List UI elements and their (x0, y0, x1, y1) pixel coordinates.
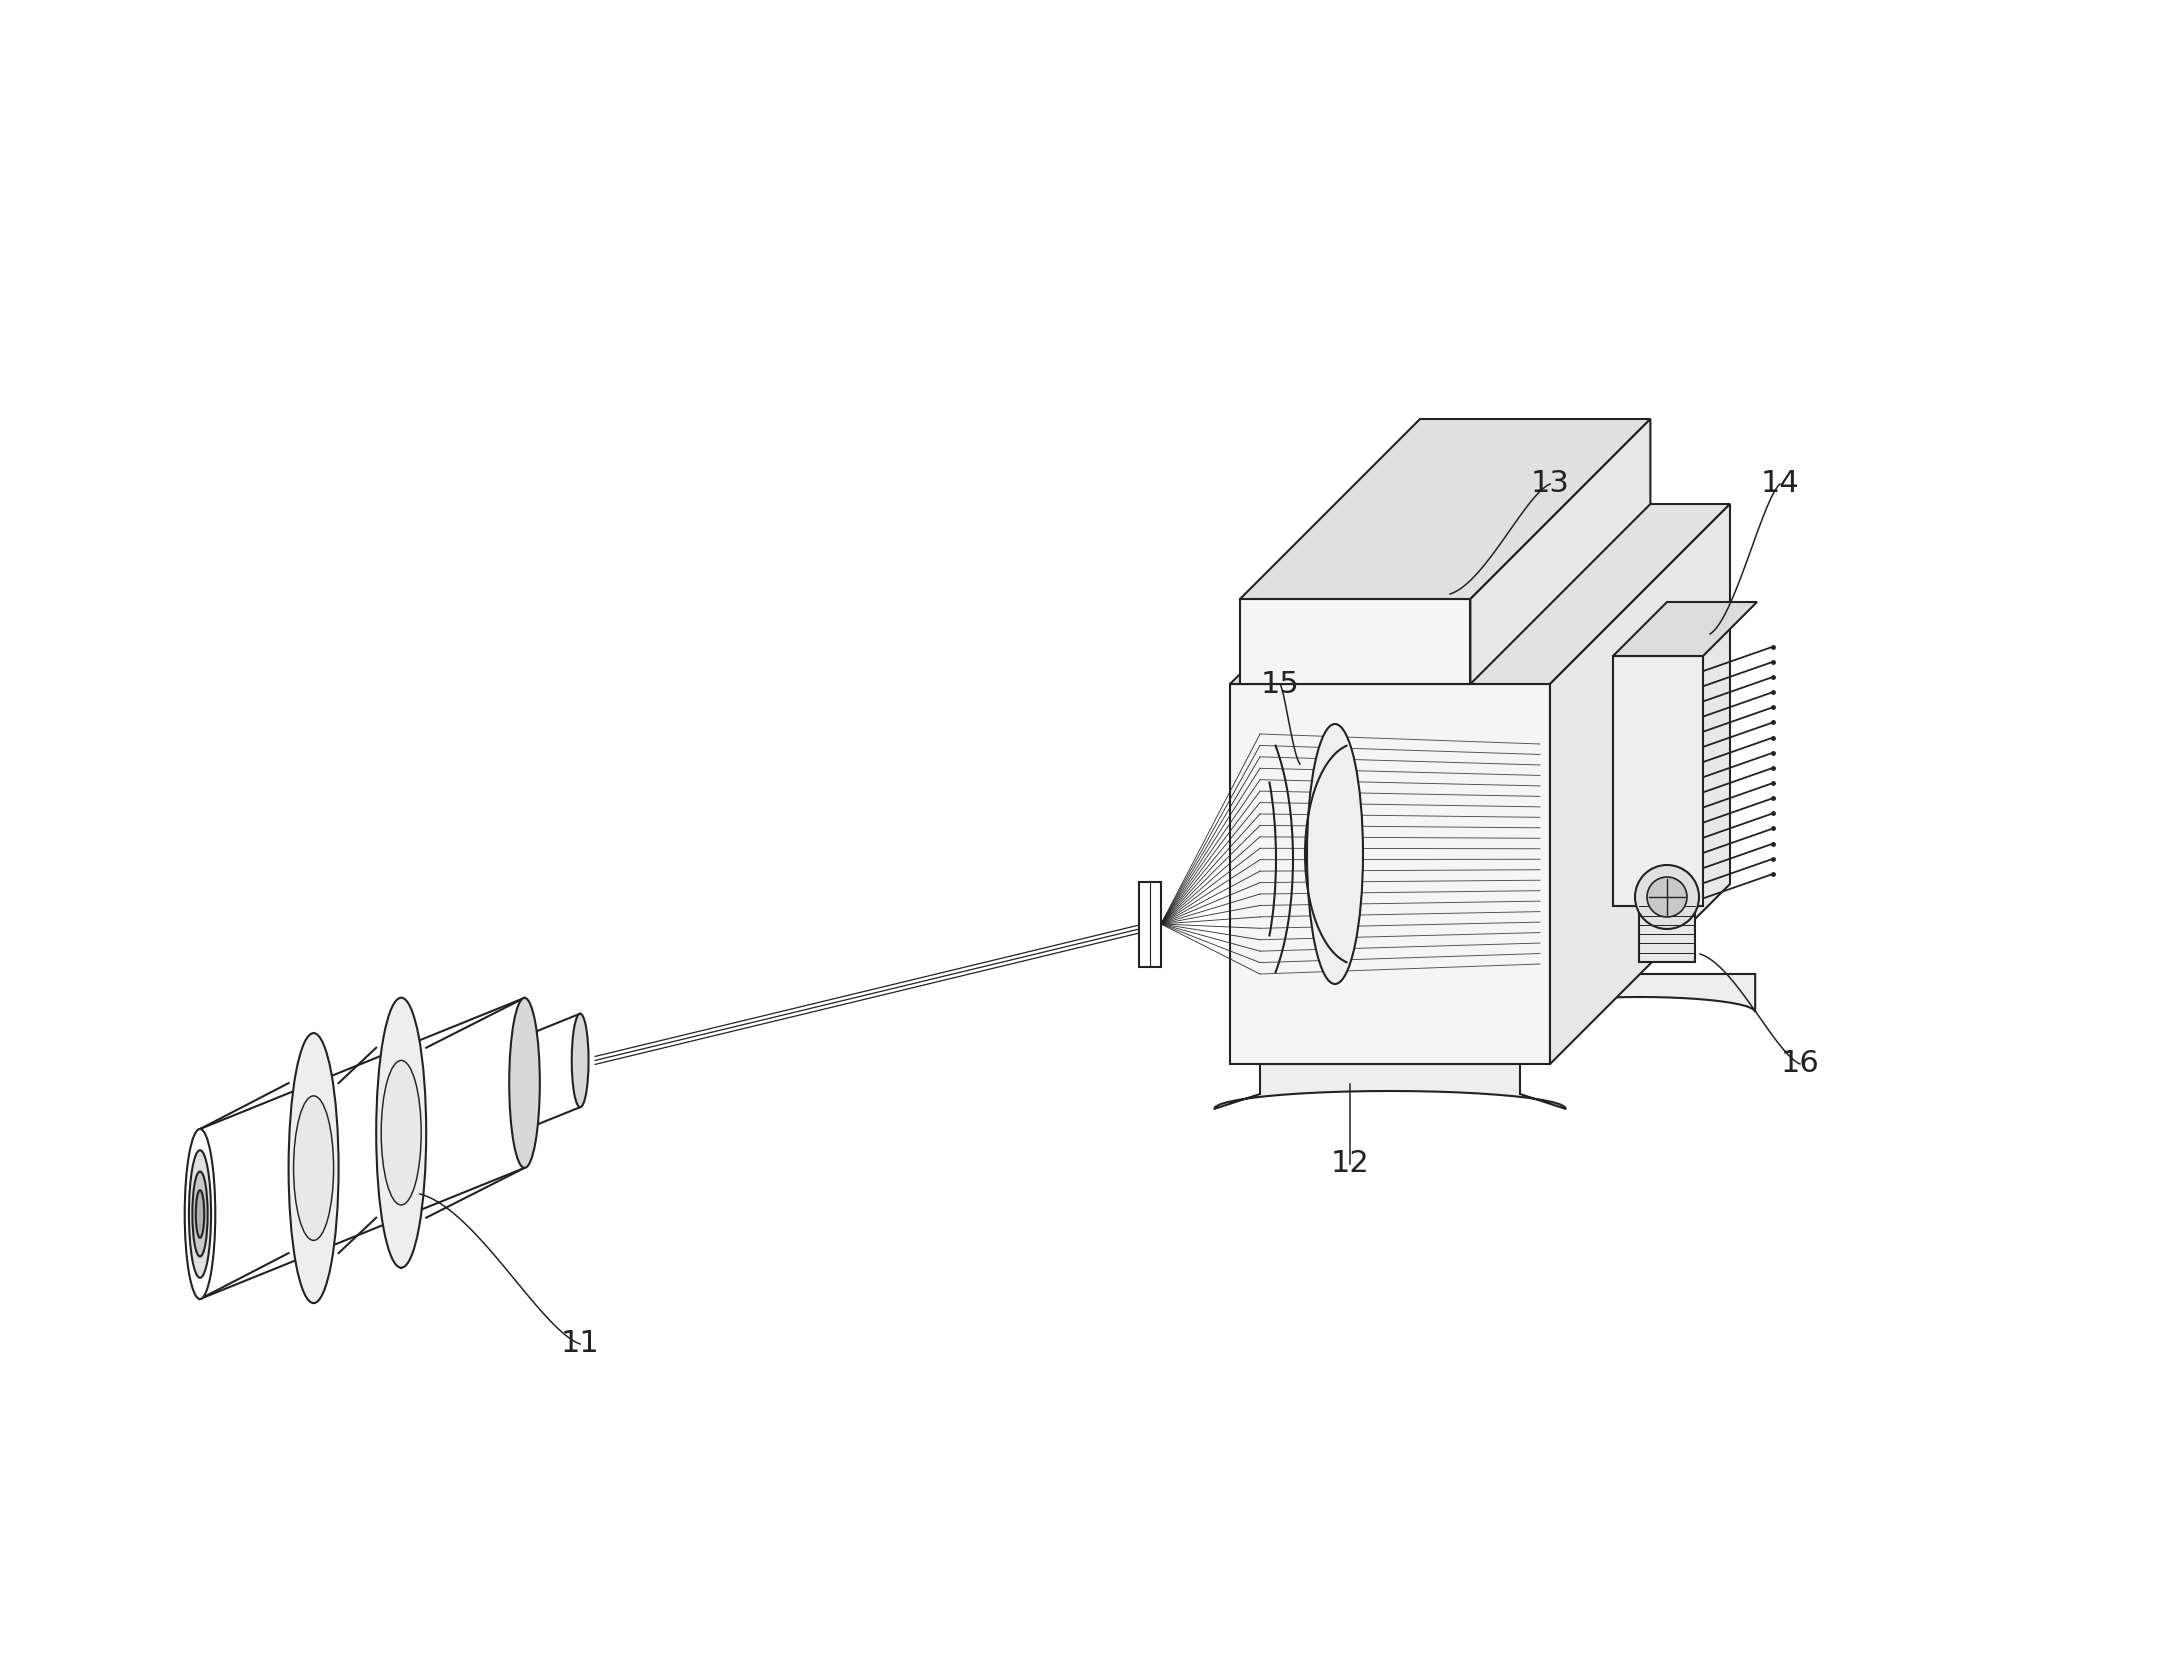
Text: 16: 16 (1780, 1050, 1819, 1078)
Ellipse shape (382, 1060, 421, 1205)
Polygon shape (1215, 1063, 1567, 1108)
Polygon shape (1549, 504, 1731, 1063)
Polygon shape (1517, 973, 1754, 1012)
Polygon shape (1230, 504, 1731, 684)
Polygon shape (1241, 419, 1651, 599)
Bar (1139, 882, 1161, 967)
Ellipse shape (192, 1171, 207, 1256)
Text: 11: 11 (561, 1330, 600, 1358)
Ellipse shape (375, 998, 425, 1268)
Polygon shape (1230, 684, 1549, 1063)
Text: 15: 15 (1260, 669, 1299, 699)
Ellipse shape (293, 1097, 334, 1240)
Bar (1638, 897, 1694, 962)
Ellipse shape (1308, 724, 1364, 983)
Ellipse shape (572, 1013, 589, 1107)
Ellipse shape (1636, 865, 1698, 929)
Ellipse shape (190, 1150, 211, 1278)
Polygon shape (1612, 602, 1757, 656)
Polygon shape (1612, 656, 1703, 905)
Ellipse shape (289, 1033, 339, 1303)
Text: 12: 12 (1331, 1150, 1370, 1178)
Ellipse shape (196, 1190, 205, 1238)
Text: 13: 13 (1530, 469, 1569, 499)
Polygon shape (1470, 419, 1651, 684)
Text: 14: 14 (1761, 469, 1800, 499)
Ellipse shape (1647, 877, 1688, 917)
Ellipse shape (509, 998, 540, 1168)
Polygon shape (1241, 599, 1470, 684)
Ellipse shape (186, 1128, 216, 1300)
